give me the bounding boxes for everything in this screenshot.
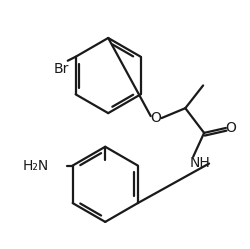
Text: O: O: [225, 121, 236, 135]
Text: Br: Br: [54, 62, 69, 76]
Text: H₂N: H₂N: [23, 159, 49, 173]
Text: O: O: [150, 111, 161, 125]
Text: NH: NH: [190, 156, 210, 170]
